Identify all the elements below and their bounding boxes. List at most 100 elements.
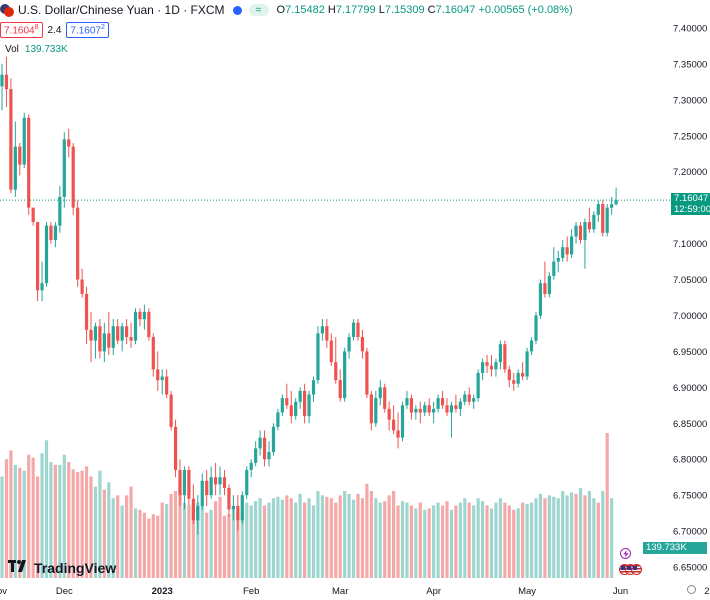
candle-body	[165, 376, 169, 395]
volume-bar	[516, 508, 520, 578]
close-value: 7.16047	[435, 4, 476, 16]
candle-body	[40, 283, 44, 291]
candle-body	[196, 505, 200, 521]
candle-body	[543, 283, 547, 294]
candle	[0, 63, 4, 111]
x-tick-label: Mar	[332, 586, 348, 597]
volume-bar	[369, 491, 373, 578]
volume-bar	[107, 482, 111, 578]
volume-legend: Vol 139.733K	[5, 44, 68, 55]
candle-body	[258, 437, 262, 449]
volume-label[interactable]: Vol	[5, 44, 19, 55]
candle	[356, 319, 360, 341]
settings-icon[interactable]	[687, 585, 696, 594]
candle	[165, 369, 169, 399]
volume-bar	[596, 502, 600, 578]
candle-body	[605, 207, 609, 233]
candle-body	[182, 469, 187, 496]
candle-body	[102, 333, 106, 352]
candle	[44, 222, 49, 287]
volume-bar	[311, 505, 316, 578]
sell-button[interactable]: 7.16048	[0, 22, 43, 39]
symbol-title[interactable]: U.S. Dollar/Chinese Yuan · 1D · FXCM	[18, 3, 225, 17]
candle-body	[596, 204, 600, 215]
candle	[98, 319, 102, 359]
candle-body	[463, 394, 467, 402]
candle	[254, 441, 258, 467]
candle	[516, 369, 520, 388]
volume-bar	[40, 453, 44, 578]
candle	[240, 491, 244, 524]
volume-bar	[561, 491, 565, 578]
volume-bar	[414, 508, 418, 578]
candle	[320, 319, 324, 341]
candle	[71, 142, 75, 215]
bid-pip: 8	[34, 24, 39, 31]
candle	[614, 187, 618, 206]
candle-body	[280, 398, 284, 413]
candle-body	[387, 408, 391, 420]
volume-bar	[365, 483, 369, 578]
buy-button[interactable]: 7.16072	[66, 22, 109, 39]
us-flag-icon-3[interactable]	[631, 564, 642, 575]
candle-body	[565, 247, 569, 255]
volume-bar	[512, 509, 516, 578]
candle	[325, 319, 329, 348]
volume-bar	[454, 505, 458, 578]
flash-icon[interactable]	[620, 548, 631, 559]
volume-bar	[396, 505, 400, 578]
tradingview-wordmark: TradingView	[34, 559, 117, 576]
candle	[427, 398, 431, 417]
candle-body	[587, 222, 591, 230]
volume-bar	[102, 489, 106, 578]
candle-body	[67, 139, 71, 147]
candle	[231, 495, 235, 521]
candle-body	[454, 405, 458, 409]
volume-bar	[187, 505, 191, 578]
candle	[125, 319, 129, 345]
volume-bar	[392, 491, 396, 578]
volume-bar	[574, 493, 578, 578]
candle-body	[245, 469, 249, 496]
candle	[467, 387, 471, 406]
candle-body	[534, 315, 538, 341]
candle-body	[120, 326, 124, 341]
candle-body	[392, 419, 396, 431]
candle	[49, 222, 53, 244]
candle	[489, 354, 494, 377]
volume-bar	[325, 496, 329, 578]
candle-body	[227, 487, 231, 510]
y-tick-label: 7.10000	[673, 239, 707, 250]
candle-body	[147, 311, 151, 338]
bar-countdown: 12:59:00	[674, 203, 710, 215]
candle	[552, 247, 556, 280]
volume-bar	[111, 498, 115, 578]
x-tick-label: Feb	[243, 586, 259, 597]
volume-bar	[356, 493, 360, 578]
status-badge[interactable]: =	[248, 4, 269, 16]
candle-body	[240, 495, 244, 521]
tradingview-logo[interactable]: TradingView	[8, 559, 116, 576]
candle	[329, 333, 333, 366]
y-tick-label: 7.00000	[673, 311, 707, 322]
candle-body	[614, 200, 618, 205]
candle	[316, 326, 320, 384]
candle	[169, 390, 173, 431]
candle-body	[503, 344, 507, 370]
open-value: 7.15482	[285, 4, 325, 16]
candle	[440, 390, 445, 409]
low-value: 7.15309	[384, 4, 425, 16]
candle	[436, 394, 440, 413]
volume-bar	[427, 508, 431, 578]
candle-body	[307, 394, 311, 417]
volume-bar	[218, 496, 222, 578]
x-tick-label: ov	[0, 586, 7, 597]
candle-body	[592, 214, 596, 230]
candle	[27, 114, 31, 215]
candle	[218, 466, 222, 496]
volume-bar	[89, 476, 93, 578]
last-price-value: 7.16047	[674, 193, 709, 204]
candle	[449, 401, 454, 438]
candle-body	[249, 462, 253, 470]
